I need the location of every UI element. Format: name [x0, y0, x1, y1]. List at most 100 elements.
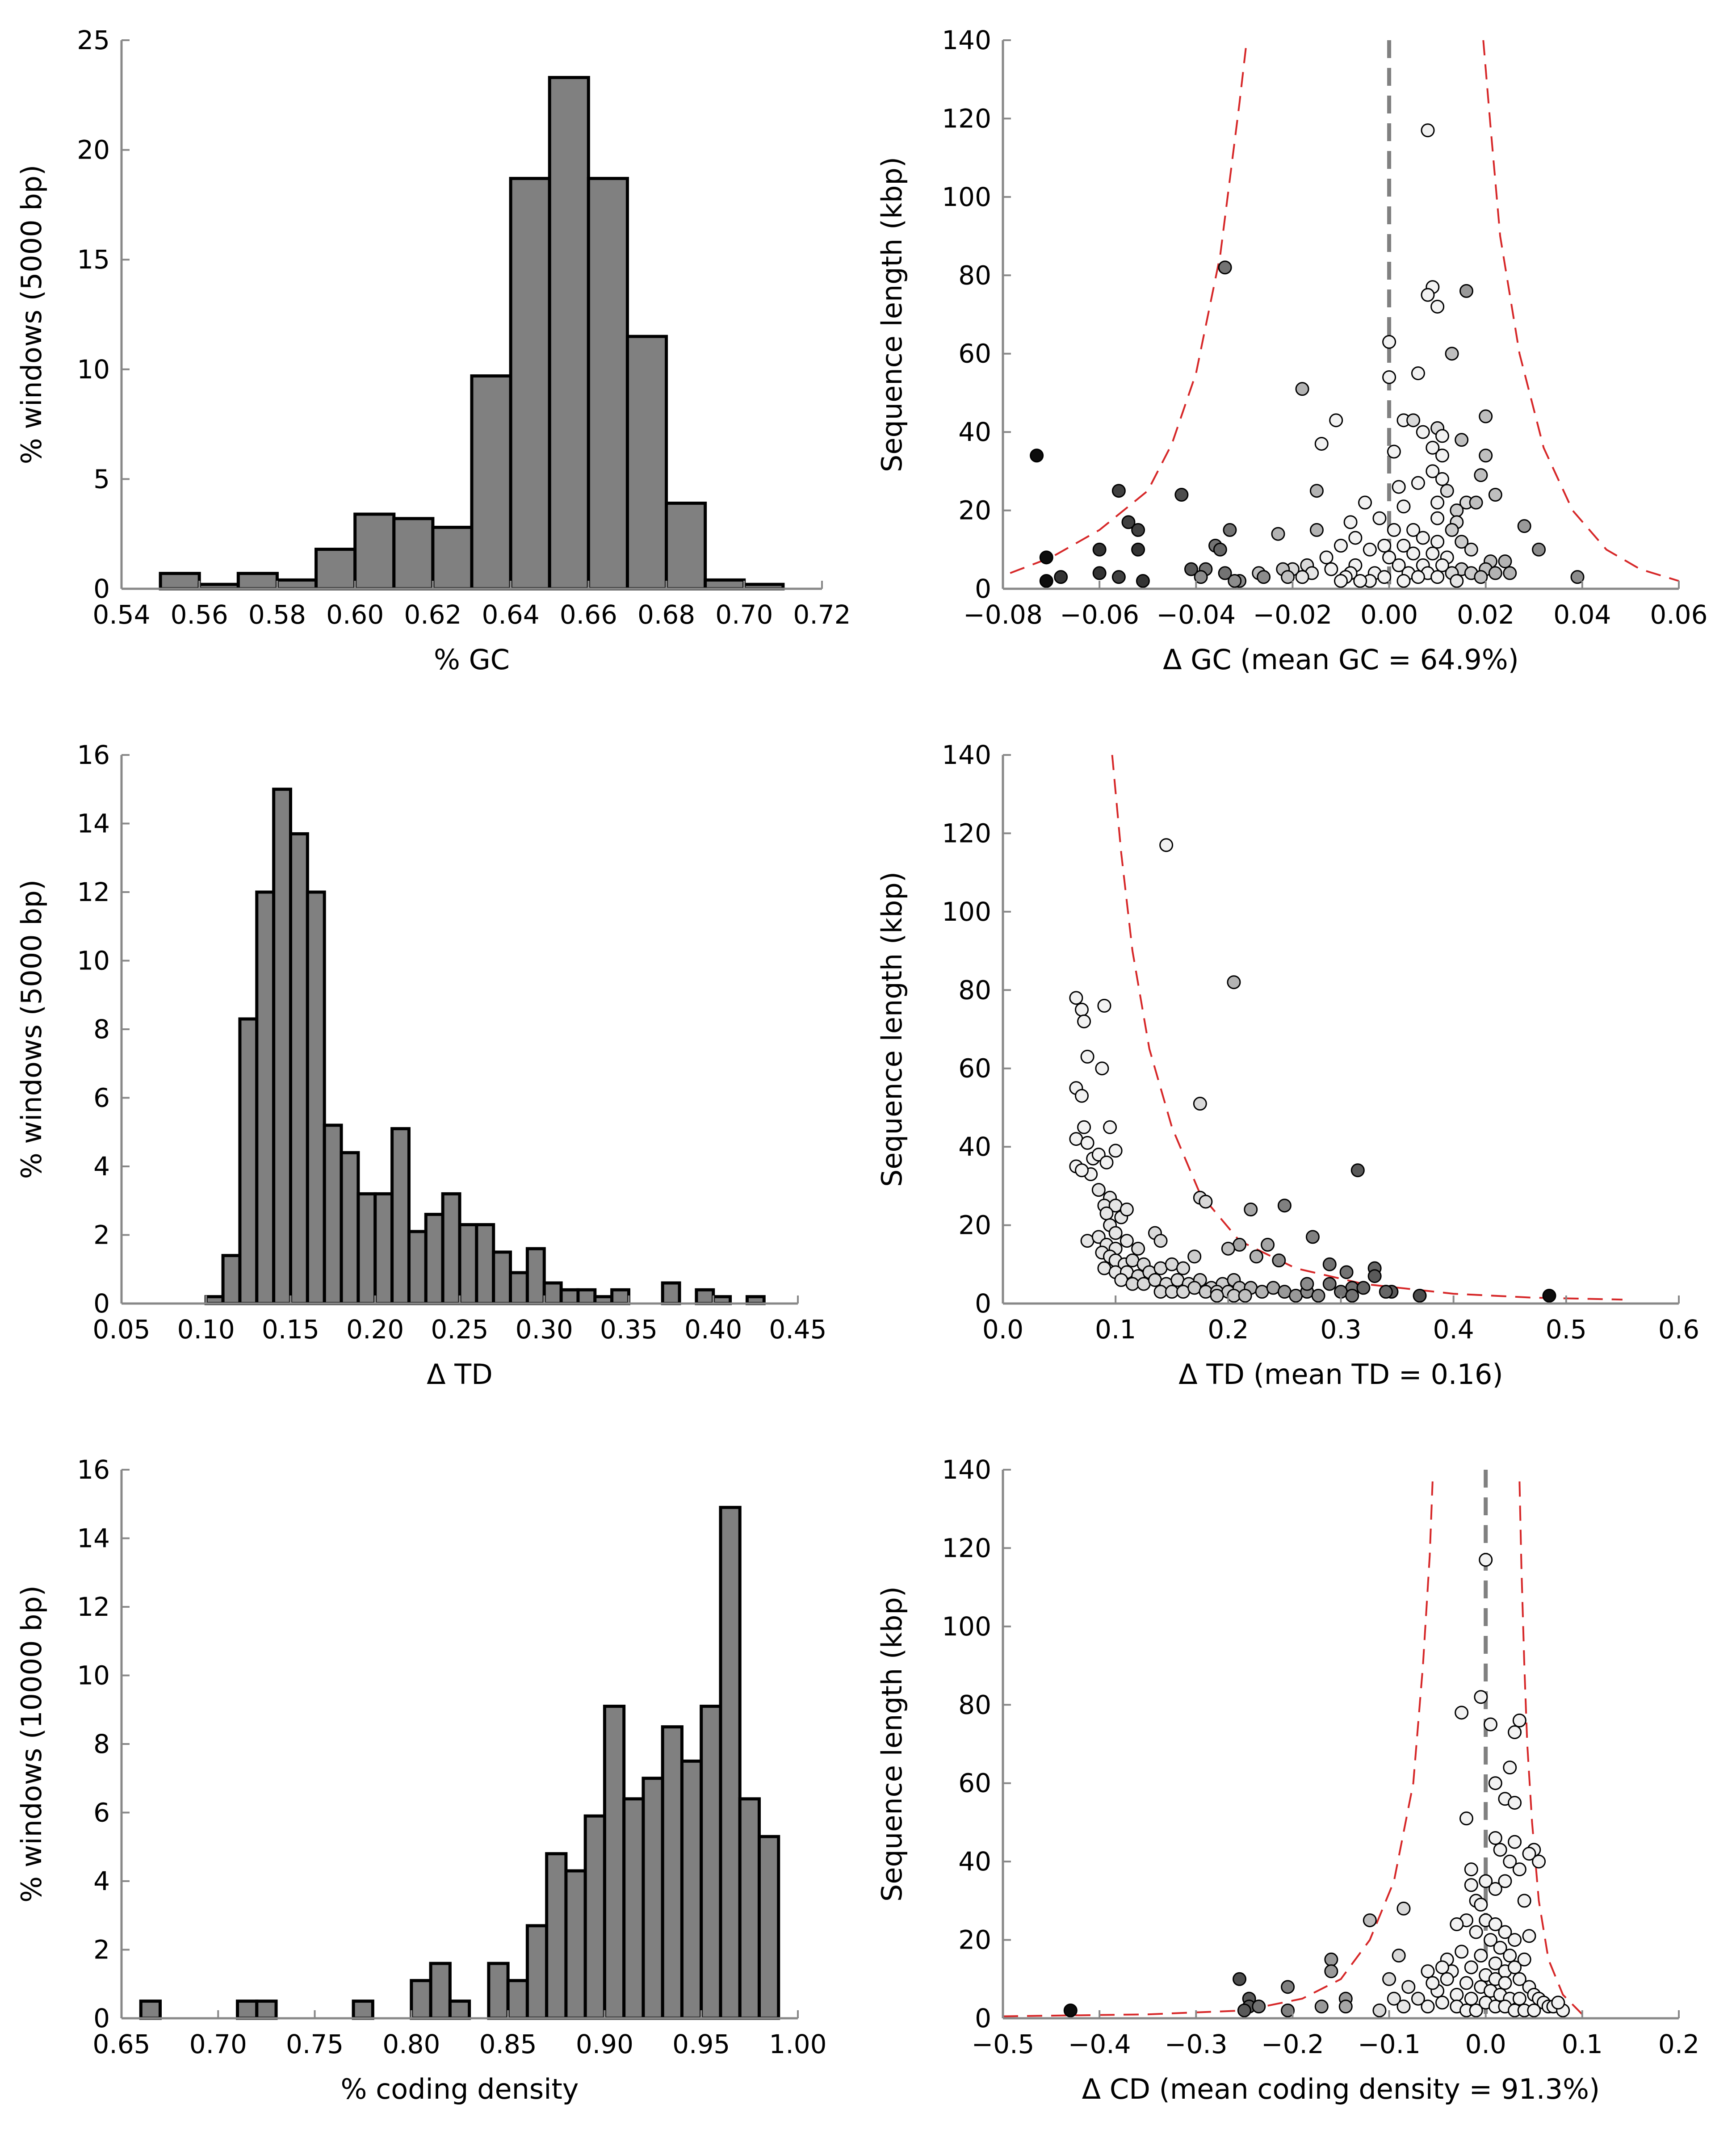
- td-scatter-point: [1069, 991, 1083, 1005]
- td-scatter-x-tick-label: 0.1: [1095, 1314, 1136, 1345]
- cd-scatter-point: [1464, 1960, 1478, 1975]
- gc-scatter-point: [1498, 554, 1512, 569]
- cd-scatter-point: [1396, 1901, 1411, 1916]
- td-scatter-y-tick-label: 60: [958, 1053, 991, 1084]
- gc-scatter-threshold-right-curve: [1482, 40, 1679, 582]
- gc-scatter-x-tick-label: −0.02: [1253, 599, 1333, 630]
- td-scatter-point: [1187, 1249, 1202, 1264]
- gc-scatter-x-tick-label: 0.02: [1457, 599, 1514, 630]
- gc-scatter-point: [1314, 436, 1329, 451]
- cd-scatter-point: [1421, 1964, 1435, 1979]
- gc-histogram-bar: [159, 572, 201, 591]
- td-scatter-point: [1244, 1202, 1258, 1216]
- gc-scatter-point: [1406, 413, 1421, 428]
- td-scatter-point: [1261, 1237, 1275, 1252]
- gc-histogram-bar: [314, 548, 357, 591]
- cd-histogram-bar: [236, 2000, 259, 2020]
- td-histogram-x-tick-label: 0.15: [262, 1314, 319, 1345]
- gc-histogram-y-tick-label: 15: [77, 244, 110, 275]
- gc-scatter-point: [1450, 574, 1464, 588]
- cd-scatter-threshold-left-curve: [1002, 1481, 1434, 2017]
- gc-scatter-point: [1435, 472, 1449, 486]
- cd-scatter-point: [1488, 1776, 1502, 1790]
- cd-histogram-y-tick-label: 6: [93, 1798, 110, 1828]
- gc-scatter-point: [1257, 570, 1271, 584]
- td-histogram-y-tick-label: 14: [77, 809, 110, 839]
- gc-scatter-point: [1430, 495, 1445, 510]
- gc-scatter-point: [1488, 487, 1502, 502]
- cd-histogram-y-tick-label: 16: [77, 1455, 110, 1485]
- cd-scatter-ylabel: Sequence length (kbp): [876, 1586, 908, 1902]
- td-scatter-y-tick-label: 20: [958, 1210, 991, 1241]
- td-scatter-point: [1322, 1257, 1337, 1271]
- gc-scatter-point: [1416, 425, 1430, 439]
- gc-scatter-point: [1228, 574, 1242, 588]
- td-scatter-point: [1356, 1281, 1371, 1295]
- cd-histogram-x-tick-label: 0.80: [382, 2029, 440, 2059]
- gc-scatter-point: [1121, 515, 1136, 529]
- cd-histogram-y-tick-label: 4: [93, 1866, 110, 1896]
- cd-scatter-point: [1455, 1706, 1469, 1720]
- cd-scatter-point: [1372, 2003, 1387, 2017]
- td-histogram-bar: [323, 1123, 343, 1305]
- gc-scatter-points: [1010, 40, 1679, 589]
- td-scatter-point: [1120, 1202, 1134, 1216]
- cd-scatter-y-tick-label: 20: [958, 1925, 991, 1955]
- cd-histogram-x-tick-label: 0.75: [286, 2029, 344, 2059]
- td-histogram-y-tick-label: 4: [93, 1151, 110, 1182]
- td-scatter-point: [1221, 1241, 1235, 1256]
- gc-scatter-point: [1281, 570, 1295, 584]
- gc-scatter-point: [1435, 449, 1449, 463]
- cd-scatter-point: [1464, 1878, 1478, 1892]
- gc-scatter-point: [1319, 550, 1333, 565]
- gc-scatter-point: [1382, 335, 1396, 349]
- cd-scatter-y-tick-label: 40: [958, 1846, 991, 1877]
- td-histogram-bar: [661, 1281, 681, 1305]
- gc-scatter-point: [1455, 433, 1469, 447]
- td-scatter-point: [1227, 975, 1241, 989]
- cd-scatter-point: [1252, 2000, 1266, 2014]
- td-scatter-point: [1193, 1097, 1207, 1111]
- td-scatter-panel: 0.0 0.1 0.2 0.3 0.4 0.5 0.6020406080100120140 …: [876, 740, 1699, 1391]
- gc-scatter-point: [1474, 468, 1488, 482]
- td-scatter-point: [1159, 838, 1174, 852]
- cd-histogram-bar: [642, 1777, 664, 2020]
- cd-scatter-point: [1517, 1952, 1531, 1966]
- gc-histogram-x-tick-label: 0.72: [793, 599, 851, 630]
- cd-scatter-point: [1498, 1874, 1512, 1888]
- gc-scatter-point: [1213, 542, 1227, 557]
- cd-scatter-y-tick-label: 0: [975, 2003, 991, 2033]
- gc-histogram-bar: [392, 517, 435, 591]
- gc-scatter-y-tick-label: 60: [958, 339, 991, 369]
- cd-scatter-point: [1532, 1854, 1546, 1869]
- td-scatter-x-tick-label: 0.6: [1658, 1314, 1699, 1345]
- cd-scatter-point: [1512, 1713, 1526, 1727]
- td-scatter-point: [1108, 1144, 1123, 1158]
- gc-histogram-x-tick-label: 0.54: [92, 599, 150, 630]
- cd-histogram-x-tick-label: 0.85: [479, 2029, 537, 2059]
- td-histogram-x-tick-label: 0.05: [92, 1314, 150, 1345]
- td-scatter-point: [1091, 1183, 1106, 1197]
- gc-histogram-bar: [275, 578, 318, 591]
- gc-scatter-point: [1430, 511, 1445, 525]
- cd-scatter-y-tick-label: 140: [942, 1455, 991, 1485]
- gc-histogram-bar: [353, 512, 396, 591]
- cd-scatter-x-tick-label: −0.5: [972, 2029, 1035, 2059]
- td-scatter-xlabel: Δ TD (mean TD = 0.16): [1178, 1358, 1503, 1391]
- cd-scatter-point: [1512, 1862, 1526, 1877]
- td-scatter-axes: 0.0 0.1 0.2 0.3 0.4 0.5 0.6 0 20 40 60 80 100 120 140: [942, 740, 1699, 1345]
- td-scatter-point: [1077, 1014, 1091, 1028]
- gc-scatter-point: [1474, 570, 1488, 584]
- cd-scatter-threshold-right-curve: [1518, 1481, 1583, 2015]
- gc-scatter-point: [1343, 515, 1358, 529]
- cd-histogram-bar: [757, 1835, 780, 2020]
- gc-scatter-point: [1450, 503, 1464, 518]
- gc-scatter-xlabel: Δ GC (mean GC = 64.9%): [1163, 643, 1519, 676]
- gc-scatter-point: [1353, 574, 1367, 588]
- cd-scatter-point: [1474, 1898, 1488, 1912]
- cd-scatter-x-tick-label: 0.0: [1465, 2029, 1506, 2059]
- td-scatter-threshold-right-curve: [1111, 755, 1623, 1301]
- td-histogram-bar: [542, 1281, 563, 1305]
- gc-scatter-point: [1030, 449, 1044, 463]
- cd-histogram-ylabel: % windows (10000 bp): [15, 1585, 48, 1903]
